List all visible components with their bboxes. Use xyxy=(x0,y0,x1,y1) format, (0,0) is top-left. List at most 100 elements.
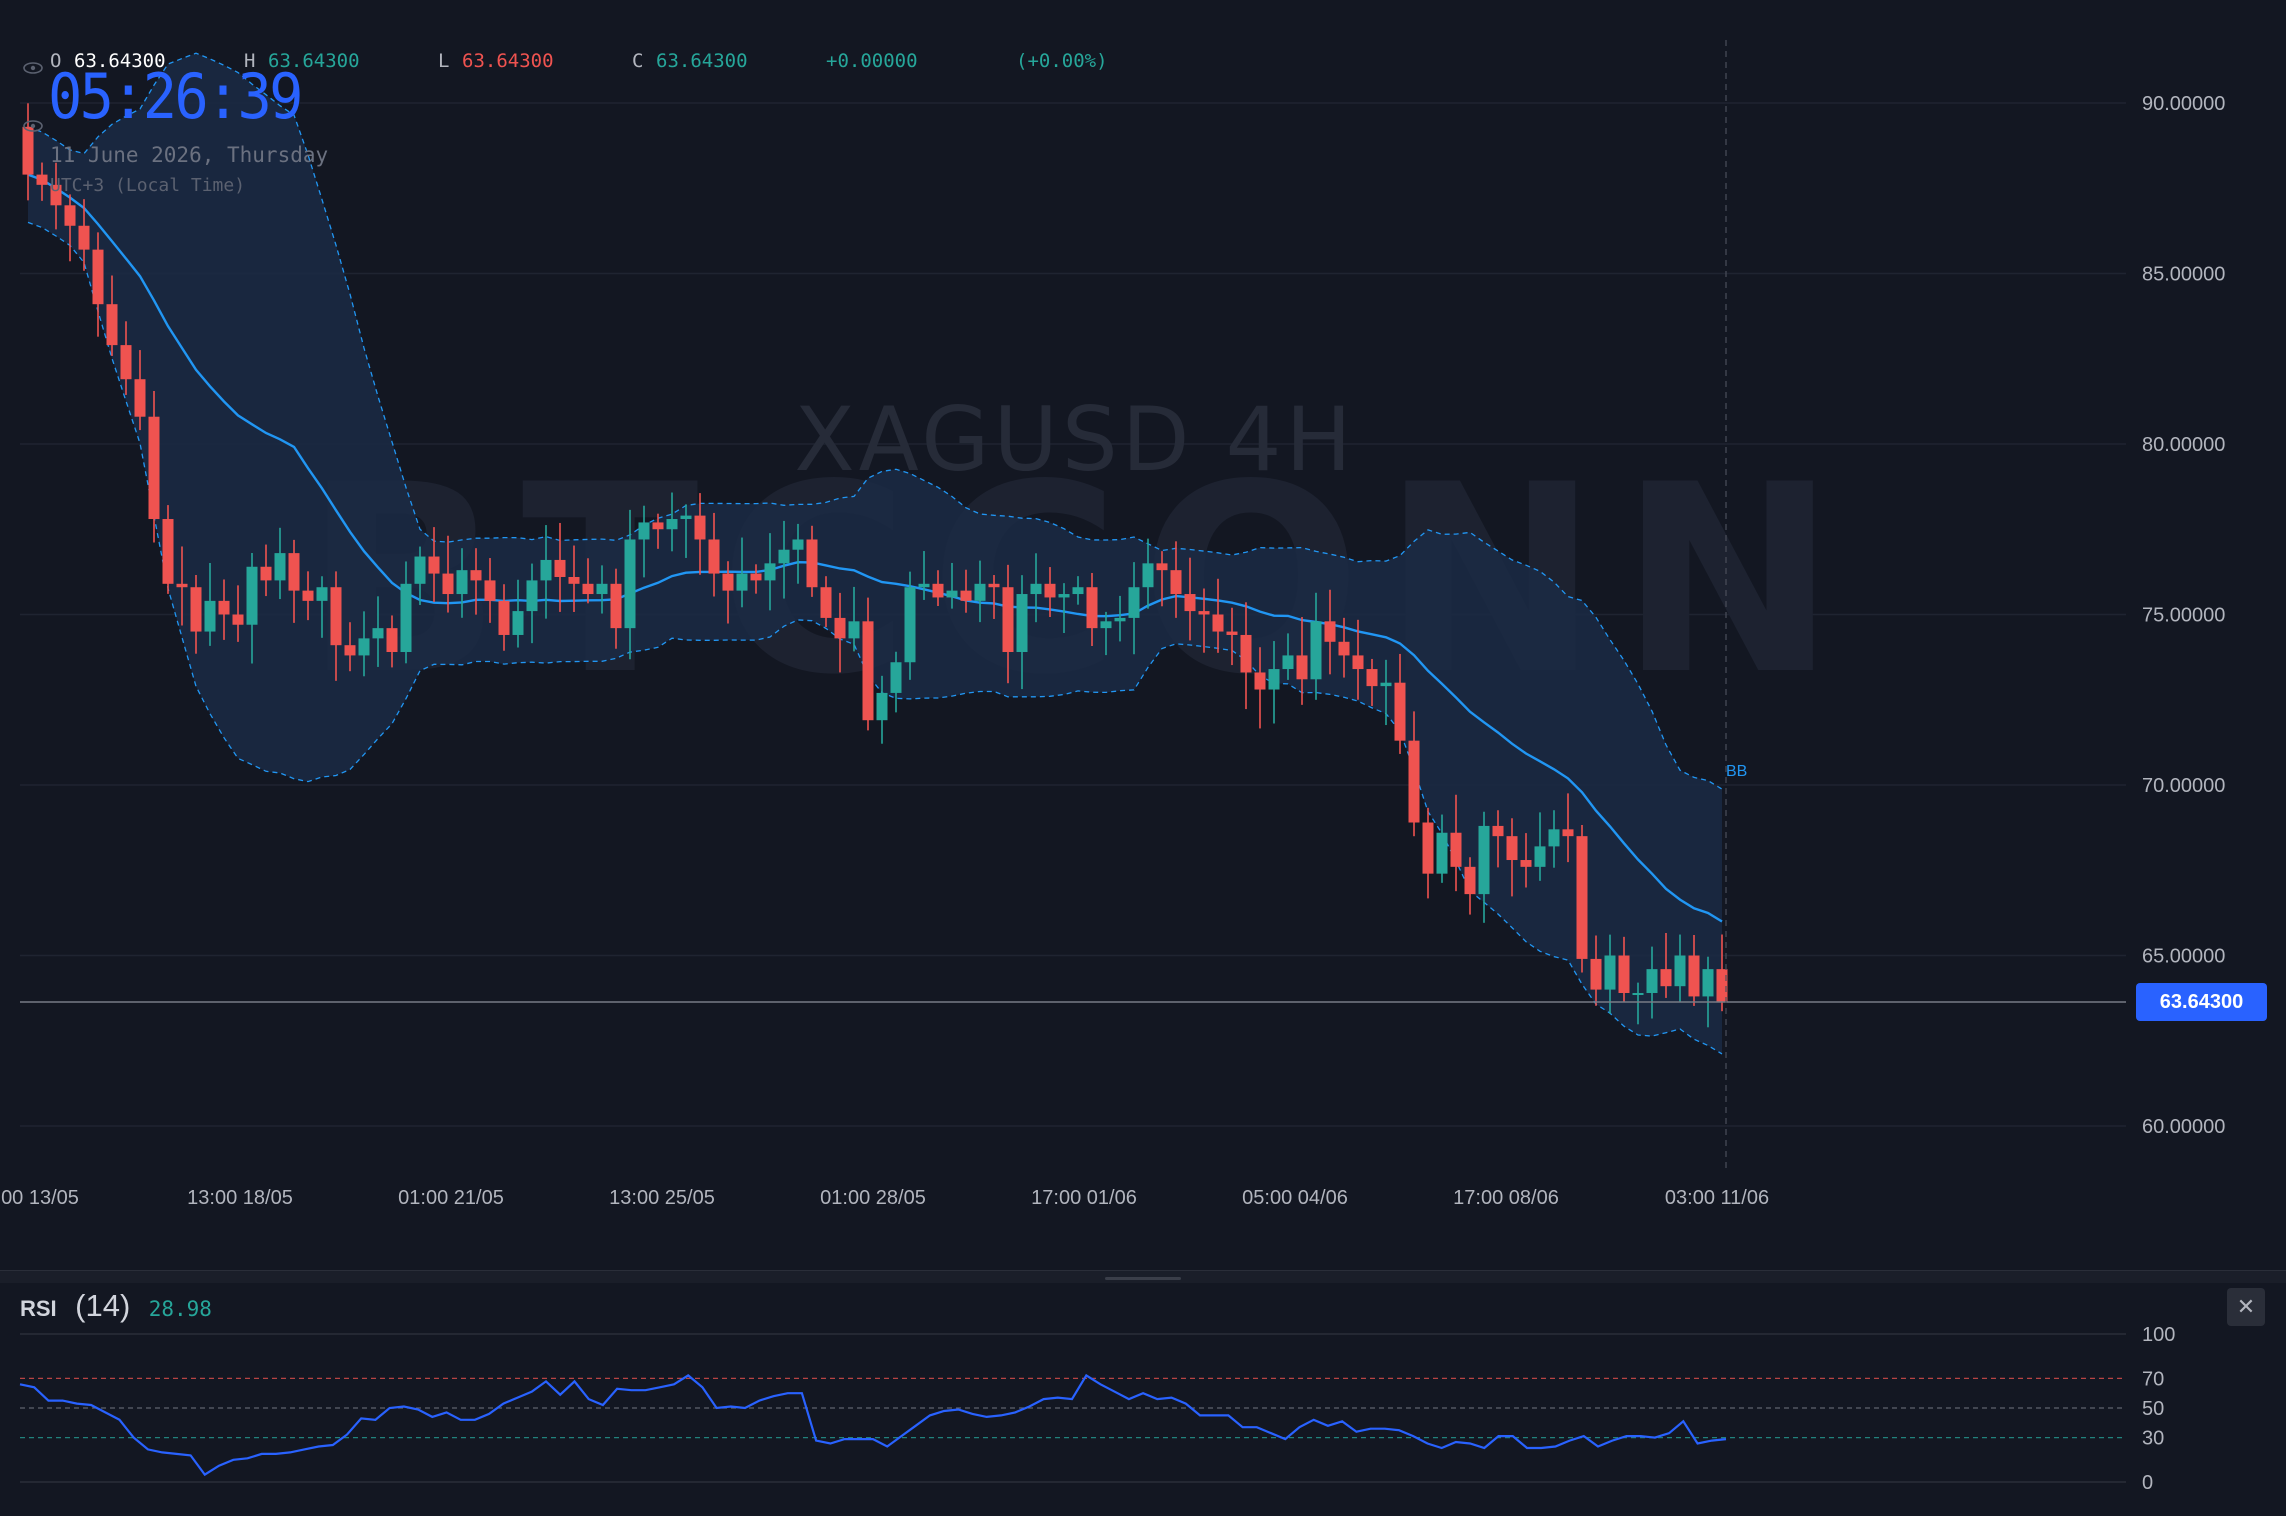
candle[interactable] xyxy=(1226,607,1238,666)
candle[interactable] xyxy=(302,571,314,621)
pane-divider[interactable] xyxy=(0,1270,2286,1283)
candle[interactable] xyxy=(750,564,762,594)
candle[interactable] xyxy=(50,162,62,230)
pane-resize-handle[interactable] xyxy=(1105,1277,1181,1280)
candle[interactable] xyxy=(1310,592,1322,700)
candle[interactable] xyxy=(820,576,832,628)
candle[interactable] xyxy=(946,562,958,609)
candle[interactable] xyxy=(246,553,258,664)
candle[interactable] xyxy=(1114,595,1126,642)
candle[interactable] xyxy=(568,545,580,612)
candle[interactable] xyxy=(260,544,272,597)
candle[interactable] xyxy=(148,390,160,543)
candle[interactable] xyxy=(1534,812,1546,881)
candle[interactable] xyxy=(218,579,230,640)
candle[interactable] xyxy=(904,571,916,680)
candle[interactable] xyxy=(764,533,776,611)
candle[interactable] xyxy=(1268,641,1280,724)
candle[interactable] xyxy=(414,546,426,605)
candle[interactable] xyxy=(162,505,174,594)
candle[interactable] xyxy=(582,558,594,604)
candle[interactable] xyxy=(1142,538,1154,609)
candle[interactable] xyxy=(1240,602,1252,710)
candle[interactable] xyxy=(470,548,482,615)
candle[interactable] xyxy=(778,520,790,599)
candle[interactable] xyxy=(190,574,202,654)
eye-icon[interactable] xyxy=(22,61,44,75)
candle[interactable] xyxy=(1044,567,1056,618)
candle[interactable] xyxy=(78,199,90,271)
candle[interactable] xyxy=(526,563,538,644)
candle[interactable] xyxy=(540,525,552,619)
candle[interactable] xyxy=(1338,617,1350,678)
candle[interactable] xyxy=(1352,619,1364,700)
time-axis[interactable]: 00 13/05 13:00 18/05 01:00 21/05 13:00 25/0… xyxy=(1,1187,1769,1209)
candle[interactable] xyxy=(1394,653,1406,754)
candle[interactable] xyxy=(1632,982,1644,1025)
candle[interactable] xyxy=(1296,617,1308,705)
candle[interactable] xyxy=(652,513,664,549)
candle[interactable] xyxy=(1030,553,1042,623)
candle[interactable] xyxy=(1548,810,1560,868)
candle[interactable] xyxy=(1156,551,1168,607)
candle[interactable] xyxy=(1058,583,1070,634)
candle[interactable] xyxy=(792,523,804,584)
candle[interactable] xyxy=(848,586,860,652)
candle[interactable] xyxy=(22,103,34,201)
candle[interactable] xyxy=(1506,818,1518,897)
candle[interactable] xyxy=(666,492,678,552)
candle[interactable] xyxy=(36,162,48,201)
candle[interactable] xyxy=(316,576,328,638)
candle[interactable] xyxy=(358,611,370,677)
candle[interactable] xyxy=(834,592,846,673)
candle[interactable] xyxy=(288,539,300,623)
candle[interactable] xyxy=(64,194,76,262)
candle[interactable] xyxy=(806,525,818,597)
candle[interactable] xyxy=(106,275,118,356)
candle[interactable] xyxy=(1366,658,1378,706)
candle[interactable] xyxy=(1002,564,1014,684)
candle[interactable] xyxy=(1408,711,1420,837)
candle[interactable] xyxy=(1646,946,1658,1019)
candle[interactable] xyxy=(400,561,412,664)
candle[interactable] xyxy=(708,512,720,597)
candle[interactable] xyxy=(1086,572,1098,646)
candle[interactable] xyxy=(876,675,888,744)
candle[interactable] xyxy=(918,551,930,600)
candle[interactable] xyxy=(1688,935,1700,1006)
candle[interactable] xyxy=(624,509,636,660)
candle[interactable] xyxy=(120,321,132,395)
candle[interactable] xyxy=(1254,647,1266,729)
candle[interactable] xyxy=(1184,557,1196,641)
candle[interactable] xyxy=(274,527,286,600)
candle[interactable] xyxy=(1170,541,1182,618)
candle[interactable] xyxy=(1492,810,1504,868)
candle[interactable] xyxy=(1562,793,1574,863)
candle[interactable] xyxy=(960,569,972,613)
candle[interactable] xyxy=(372,596,384,667)
candle[interactable] xyxy=(1422,807,1434,899)
candle[interactable] xyxy=(1282,633,1294,680)
candle[interactable] xyxy=(344,622,356,672)
candle[interactable] xyxy=(92,232,104,337)
candle[interactable] xyxy=(1016,575,1028,690)
candle[interactable] xyxy=(1212,578,1224,653)
candle[interactable] xyxy=(134,350,146,431)
candle[interactable] xyxy=(484,558,496,623)
candle[interactable] xyxy=(1590,935,1602,1006)
candle[interactable] xyxy=(1100,611,1112,656)
candle[interactable] xyxy=(386,615,398,668)
candle[interactable] xyxy=(204,563,216,646)
candle[interactable] xyxy=(1576,825,1588,973)
candle[interactable] xyxy=(694,493,706,575)
candle[interactable] xyxy=(442,535,454,613)
candle[interactable] xyxy=(932,570,944,607)
candlestick-series[interactable] xyxy=(22,103,1728,1028)
candle[interactable] xyxy=(1618,936,1630,1003)
candle[interactable] xyxy=(232,585,244,642)
candle[interactable] xyxy=(736,537,748,608)
candle[interactable] xyxy=(988,575,1000,619)
candle[interactable] xyxy=(1380,659,1392,726)
candle[interactable] xyxy=(610,568,622,649)
candle[interactable] xyxy=(1436,814,1448,883)
